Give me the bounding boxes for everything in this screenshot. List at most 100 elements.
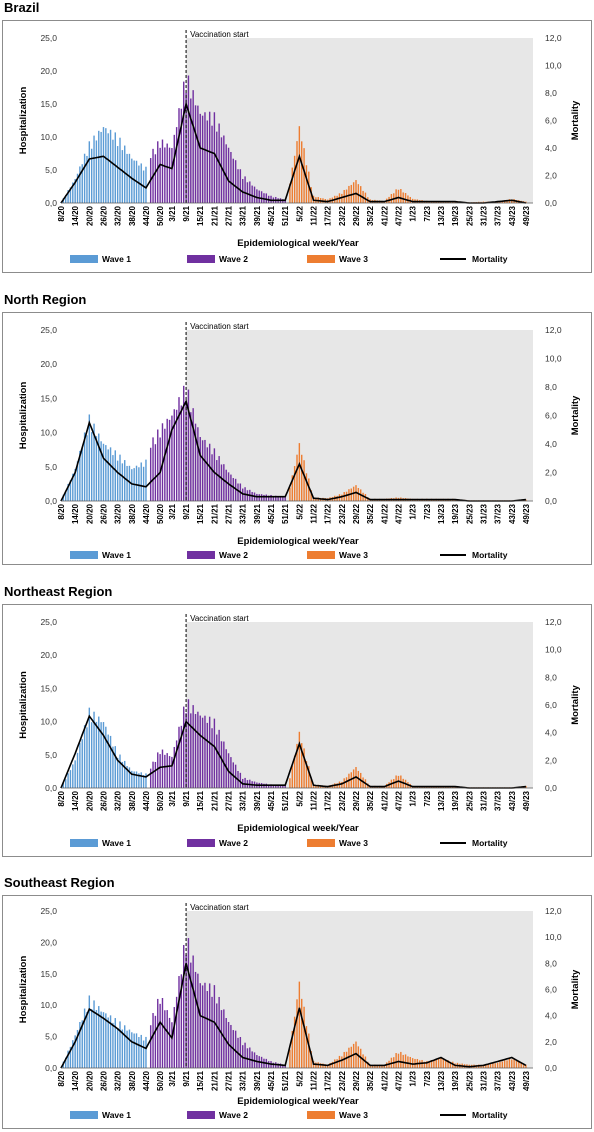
hospitalization-bar (289, 1049, 291, 1068)
hospitalization-bar (242, 178, 244, 203)
x-tick-label: 39/21 (253, 205, 262, 226)
hospitalization-bar (197, 427, 199, 501)
hospitalization-bar (279, 496, 282, 501)
hospitalization-bar (357, 770, 360, 788)
hospitalization-bar (239, 772, 242, 788)
hospitalization-bar (449, 1061, 452, 1068)
hospitalization-bar (190, 98, 192, 203)
legend-swatch (70, 839, 98, 847)
x-tick-label: 23/22 (338, 503, 347, 524)
panel-north-region: North Region Vaccination start 0,0 5,0 10,0… (0, 292, 594, 575)
hospitalization-bar (506, 200, 508, 203)
x-tick-label: 29/22 (352, 790, 361, 811)
hospitalization-bar (166, 418, 168, 501)
x-tick-label: 26/20 (99, 205, 108, 226)
x-tick-label: 13/23 (437, 1070, 446, 1091)
hospitalization-bar (74, 760, 76, 788)
hospitalization-bar (72, 1040, 74, 1068)
hospitalization-bar (234, 160, 237, 203)
hospitalization-bar (201, 717, 204, 788)
hospitalization-bar (107, 1017, 109, 1068)
hospitalization-bar (220, 1010, 223, 1068)
y-tick-right: 8,0 (545, 672, 557, 682)
hospitalization-bar (74, 178, 76, 203)
hospitalization-bar (109, 735, 112, 788)
hospitalization-bar (232, 478, 234, 501)
hospitalization-bar (105, 128, 107, 203)
hospitalization-bar (223, 135, 225, 203)
legend-label: Wave 3 (339, 550, 368, 560)
hospitalization-bar (301, 998, 303, 1068)
x-tick-label: 5/22 (295, 205, 304, 221)
hospitalization-bar (423, 1061, 426, 1068)
hospitalization-bar (315, 497, 317, 501)
hospitalization-bar (513, 1058, 515, 1068)
x-tick-label: 44/20 (142, 1070, 151, 1091)
hospitalization-bar (296, 454, 298, 501)
hospitalization-bar (95, 1010, 98, 1068)
hospitalization-bar (249, 1047, 251, 1068)
hospitalization-bar (95, 721, 98, 788)
hospitalization-bar (142, 466, 145, 501)
hospitalization-bar (496, 1062, 499, 1068)
hospitalization-bar (303, 748, 305, 788)
x-tick-label: 44/20 (142, 503, 151, 524)
hospitalization-bar (76, 173, 79, 203)
hospitalization-bar (223, 464, 225, 501)
x-tick-label: 21/21 (210, 503, 219, 524)
hospitalization-bar (192, 408, 194, 501)
hospitalization-bar (65, 779, 67, 788)
hospitalization-bar (128, 767, 131, 788)
x-tick-label: 33/21 (239, 790, 248, 811)
hospitalization-bar (164, 147, 166, 203)
hospitalization-bar (86, 435, 88, 501)
x-tick-label: 26/20 (99, 1070, 108, 1091)
hospitalization-bar (98, 130, 100, 203)
vaccination-start-label: Vaccination start (190, 30, 249, 39)
hospitalization-bar (102, 722, 105, 788)
legend-label: Wave 3 (339, 1110, 368, 1120)
x-tick-label: 44/20 (142, 790, 151, 811)
x-tick-label: 29/22 (352, 503, 361, 524)
x-tick-label: 27/21 (225, 790, 234, 811)
hospitalization-bar (369, 1064, 371, 1068)
post-vaccination-shading (186, 622, 533, 788)
hospitalization-bar (98, 1006, 100, 1068)
hospitalization-bar (79, 742, 81, 788)
x-tick-label: 37/23 (494, 205, 503, 226)
x-tick-label: 23/22 (338, 790, 347, 811)
hospitalization-bar (395, 1053, 397, 1068)
hospitalization-bar (199, 715, 201, 788)
hospitalization-bar (183, 385, 185, 501)
y-axis-label-right: Mortality (570, 969, 581, 1009)
x-tick-label: 13/23 (437, 790, 446, 811)
hospitalization-bar (183, 706, 185, 788)
panel-title: North Region (4, 292, 87, 307)
y-tick-left: 25,0 (40, 906, 57, 916)
hospitalization-bar (79, 450, 81, 501)
hospitalization-bar (161, 139, 164, 203)
y-tick-left: 25,0 (40, 325, 57, 335)
legend-swatch (70, 551, 98, 559)
x-tick-label: 35/22 (366, 1070, 375, 1091)
hospitalization-bar (83, 432, 86, 501)
hospitalization-bar (308, 766, 310, 788)
hospitalization-bar (312, 497, 315, 501)
hospitalization-bar (494, 1063, 496, 1068)
vaccination-start-label: Vaccination start (190, 322, 249, 331)
legend-swatch (307, 839, 335, 847)
hospitalization-bar (220, 741, 223, 788)
x-tick-label: 43/23 (508, 503, 517, 524)
x-tick-label: 49/23 (522, 1070, 531, 1091)
hospitalization-bar (100, 722, 102, 788)
hospitalization-bar (487, 1063, 489, 1068)
y-tick-left: 0,0 (45, 1063, 57, 1073)
hospitalization-bar (237, 169, 239, 203)
hospitalization-bar (244, 1042, 246, 1068)
hospitalization-bar (204, 982, 206, 1068)
hospitalization-bar (192, 90, 194, 203)
y-tick-right: 0,0 (545, 496, 557, 506)
hospitalization-bar (293, 755, 296, 788)
hospitalization-bar (192, 955, 194, 1068)
hospitalization-bar (114, 450, 116, 501)
